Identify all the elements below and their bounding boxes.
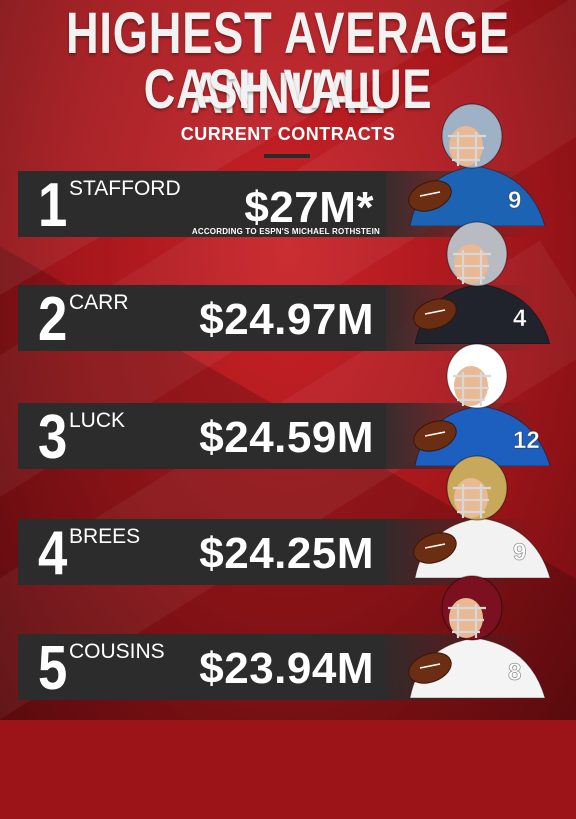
jersey-number: 12 [513, 427, 540, 454]
football-shape [413, 532, 457, 564]
facemask-shape [453, 484, 491, 518]
football-laces [419, 663, 441, 669]
jersey-number: 4 [513, 305, 527, 332]
football-laces [424, 309, 446, 315]
football-shape [408, 652, 452, 684]
rank-number: 4 [38, 519, 68, 588]
ranking-row-5: 5 COUSINS $23.94M [18, 634, 536, 703]
subtitle-divider [264, 154, 310, 158]
ranking-row-1: 1 STAFFORD $27M* ACCORDING TO ESPN'S MIC… [18, 171, 536, 240]
contract-value: $24.97M [199, 295, 374, 344]
jersey-number: 8 [508, 659, 521, 686]
player-name: LUCK [69, 409, 126, 432]
subtitle: CURRENT CONTRACTS [180, 124, 396, 144]
football-shape [413, 298, 457, 330]
player-photo-4: 9 [405, 448, 555, 578]
contract-value: $24.25M [199, 529, 374, 578]
facemask-shape [448, 132, 486, 166]
rank-number: 5 [38, 634, 68, 703]
page-title-line1: HIGHEST AVERAGE ANNUAL [65, 1, 511, 126]
jersey-number: 9 [513, 539, 526, 566]
contract-value: $24.59M [199, 413, 374, 462]
player-photo-2: 4 [405, 214, 555, 344]
football-laces [424, 543, 446, 549]
player-name: BREES [69, 525, 141, 548]
ranking-row-2: 2 CARR $24.97M [18, 285, 536, 354]
player-photo-3: 12 [405, 336, 555, 466]
facemask-shape [453, 372, 491, 406]
facemask-shape [448, 604, 486, 638]
page-title-line2: CASH VALUE [143, 57, 433, 120]
ranking-row-4: 4 BREES $24.25M [18, 519, 536, 588]
football-shape [408, 180, 452, 212]
football-shape [413, 420, 457, 452]
source-footnote: ACCORDING TO ESPN'S MICHAEL ROTHSTEIN [191, 227, 380, 236]
ranking-row-3: 3 LUCK $24.59M [18, 403, 536, 472]
rank-number: 2 [38, 285, 68, 354]
rank-number: 3 [38, 403, 68, 472]
player-photo-1: 9 [400, 96, 550, 226]
contract-value: $23.94M [199, 644, 374, 693]
contract-value: $27M* [244, 183, 374, 232]
football-laces [424, 431, 446, 437]
rank-number: 1 [38, 171, 68, 240]
football-laces [419, 191, 441, 197]
jersey-number: 9 [508, 187, 521, 214]
player-name: STAFFORD [69, 177, 181, 200]
player-name: CARR [69, 291, 129, 314]
facemask-shape [453, 250, 491, 284]
player-name: COUSINS [69, 640, 165, 663]
player-photo-5: 8 [400, 568, 550, 698]
